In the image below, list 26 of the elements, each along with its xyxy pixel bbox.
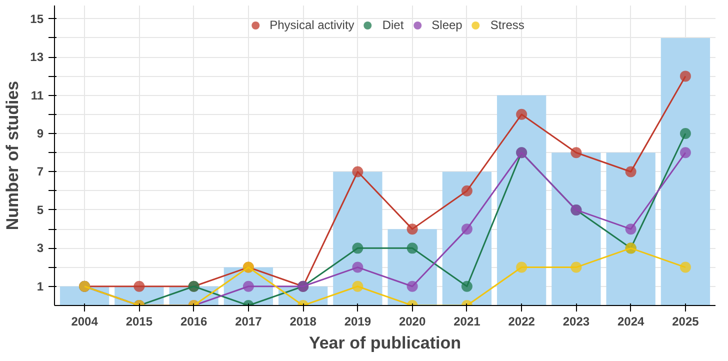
y-tick-label: 5 bbox=[36, 202, 44, 217]
y-tick-label: 1 bbox=[36, 279, 44, 294]
y-tick-label: 15 bbox=[30, 12, 44, 26]
x-tick-label: 2016 bbox=[180, 314, 208, 328]
y-axis-title: Number of studies bbox=[3, 80, 22, 230]
y-tick-label: 13 bbox=[30, 50, 44, 64]
x-tick-label: 2018 bbox=[290, 314, 317, 328]
x-tick-label: 2022 bbox=[508, 314, 536, 328]
y-tick-label: 9 bbox=[36, 126, 44, 141]
x-tick-label: 2015 bbox=[126, 314, 153, 328]
x-tick-label: 2017 bbox=[235, 314, 262, 328]
y-tick-label: 7 bbox=[36, 164, 44, 179]
legend-label: Stress bbox=[490, 18, 524, 32]
legend-label: Physical activity bbox=[270, 18, 354, 32]
x-tick-label: 2019 bbox=[344, 314, 372, 328]
legend-label: Sleep bbox=[432, 18, 462, 32]
x-axis-title: Year of publication bbox=[308, 334, 462, 352]
x-tick-label: 2023 bbox=[562, 314, 590, 328]
y-tick-label: 3 bbox=[36, 241, 44, 256]
x-tick-label: 2025 bbox=[672, 314, 700, 328]
x-tick-label: 2024 bbox=[617, 314, 644, 328]
y-tick-label: 11 bbox=[30, 88, 44, 102]
x-tick-label: 2020 bbox=[398, 314, 426, 328]
legend-label: Diet bbox=[382, 18, 404, 32]
x-tick-label: 2004 bbox=[71, 314, 98, 328]
x-tick-label: 2021 bbox=[454, 314, 481, 328]
